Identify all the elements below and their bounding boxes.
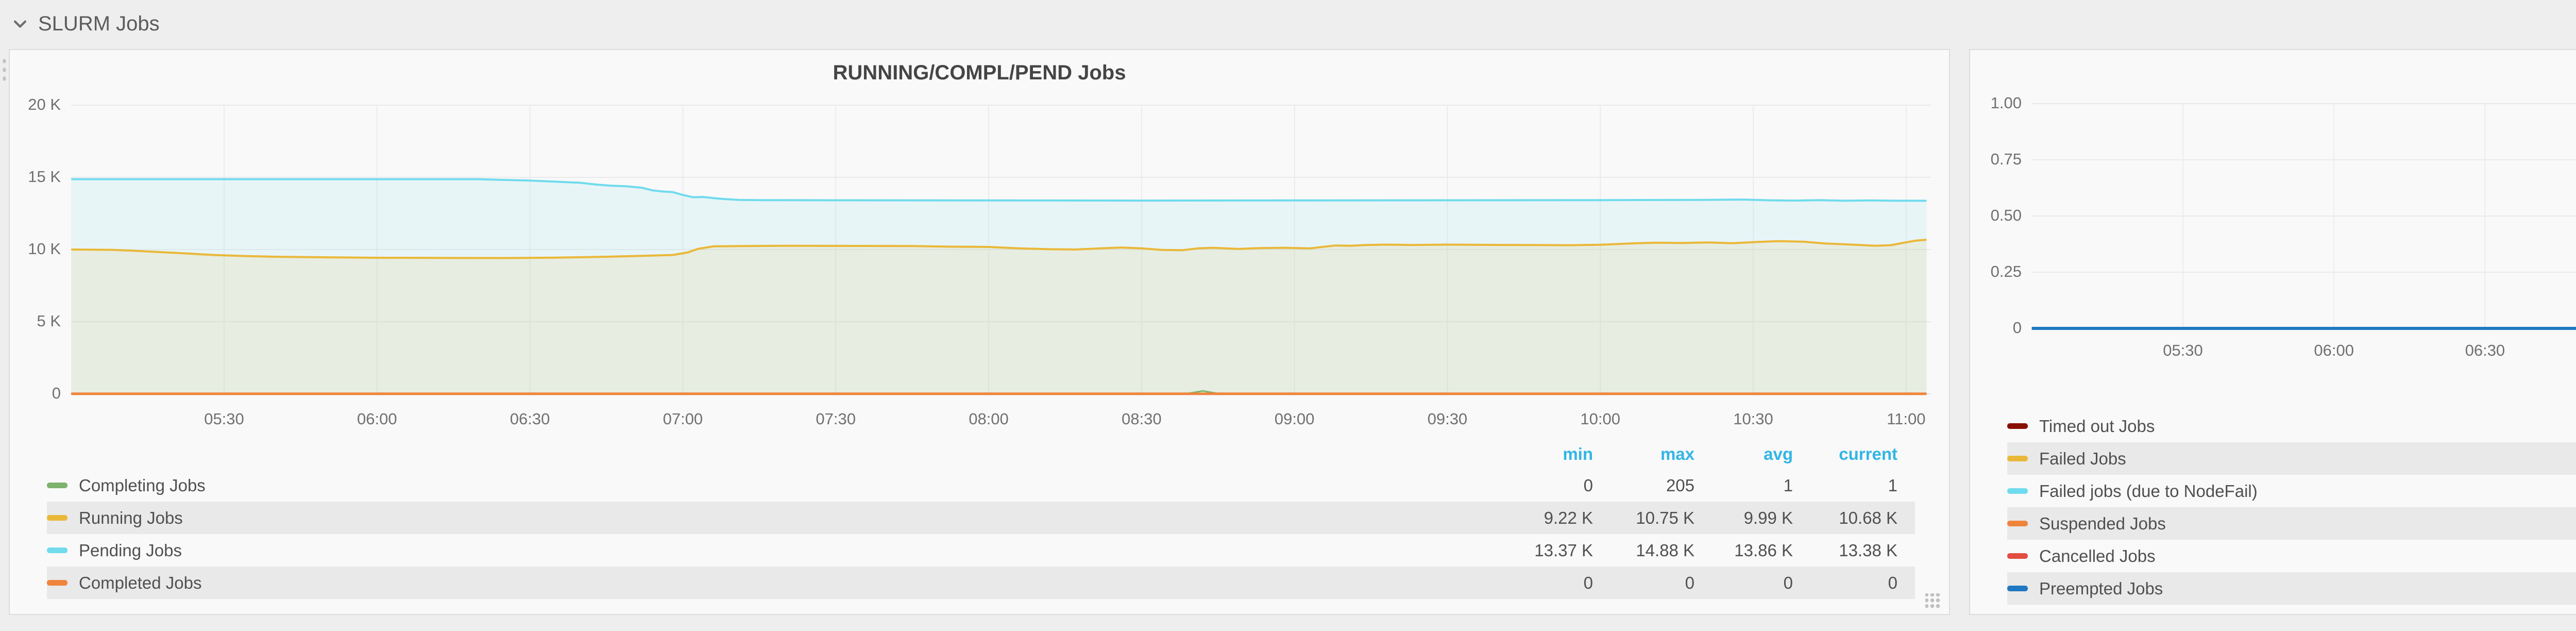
series-color-swatch-icon[interactable] — [2007, 521, 2028, 526]
legend-series-label[interactable]: Completed Jobs — [79, 573, 202, 592]
time-series-chart[interactable] — [10, 50, 1951, 616]
y-axis-tick-label: 1.00 — [1990, 94, 2022, 112]
legend-value-max: 14.88 K — [1636, 540, 1694, 560]
legend-series-label[interactable]: Cancelled Jobs — [2039, 546, 2156, 566]
legend-series-label[interactable]: Suspended Jobs — [2039, 513, 2166, 533]
x-axis-tick-label: 05:30 — [204, 410, 244, 428]
chevron-down-icon — [13, 20, 27, 28]
legend-value-min: 0 — [1583, 573, 1593, 592]
panel-title[interactable]: RUNNING/COMPL/PEND Jobs — [833, 61, 1126, 84]
legend-row: Completed Jobs 0 0 0 0 — [47, 567, 1915, 599]
legend-series-label[interactable]: Pending Jobs — [79, 540, 182, 560]
row-header-slurm-jobs[interactable]: SLURM Jobs — [11, 9, 160, 38]
legend-header-row: min max avg current — [47, 441, 1915, 468]
legend-value-current: 13.38 K — [1839, 540, 1897, 560]
x-axis-tick-label: 10:30 — [1733, 410, 1773, 428]
y-axis-tick-label: 0.25 — [1990, 262, 2022, 280]
y-axis-tick-label: 10 K — [28, 240, 61, 258]
series-color-swatch-icon[interactable] — [2007, 423, 2028, 429]
series-area — [71, 179, 1927, 394]
series-color-swatch-icon[interactable] — [2007, 488, 2028, 494]
legend-series-label[interactable]: Failed Jobs — [2039, 449, 2126, 468]
legend-sort-max[interactable]: max — [1660, 444, 1694, 463]
panel-resize-grip[interactable] — [1925, 593, 1941, 609]
series-color-swatch-icon[interactable] — [47, 483, 67, 488]
x-axis-tick-label: 07:00 — [663, 410, 703, 428]
series-color-swatch-icon[interactable] — [47, 547, 67, 553]
x-axis-tick-label: 09:30 — [1427, 410, 1468, 428]
y-axis-tick-label: 15 K — [28, 168, 61, 186]
x-axis-tick-label: 06:30 — [2465, 341, 2505, 359]
x-axis-tick-label: 06:30 — [510, 410, 550, 428]
legend-value-avg: 0 — [1783, 573, 1793, 592]
x-axis-tick-label: 05:30 — [2163, 341, 2203, 359]
y-axis-tick-label: 0 — [52, 384, 61, 402]
legend-sort-min[interactable]: min — [1563, 444, 1593, 463]
panel-running-compl-pend-jobs: RUNNING/COMPL/PEND Jobs 0 5 K 10 K 15 K 20 K… — [9, 49, 1950, 615]
x-axis-tick-label: 08:00 — [969, 410, 1009, 428]
series-color-swatch-icon[interactable] — [47, 580, 67, 586]
legend-value-current: 1 — [1888, 475, 1897, 495]
row-title: SLURM Jobs — [38, 12, 160, 35]
y-axis-tick-label: 5 K — [37, 312, 61, 330]
x-axis-tick-label: 09:00 — [1274, 410, 1315, 428]
legend-value-avg: 1 — [1783, 475, 1793, 495]
x-axis-tick-label: 06:00 — [2314, 341, 2354, 359]
legend-row: Pending Jobs 13.37 K 14.88 K 13.86 K 13.38 K — [47, 534, 1915, 567]
legend-series-label[interactable]: Running Jobs — [79, 508, 183, 527]
series-line — [71, 239, 1927, 259]
legend-row: Completing Jobs 0 205 1 1 — [47, 469, 1915, 502]
x-axis-tick-label: 10:00 — [1580, 410, 1620, 428]
y-axis-tick-label: 0.75 — [1990, 150, 2022, 168]
legend-value-current: 10.68 K — [1839, 508, 1897, 527]
legend-value-avg: 9.99 K — [1743, 508, 1793, 527]
legend-sort-avg[interactable]: avg — [1764, 444, 1793, 463]
time-series-chart[interactable] — [1970, 50, 2576, 616]
series-color-swatch-icon[interactable] — [2007, 553, 2028, 559]
x-axis-tick-label: 11:00 — [1887, 410, 1926, 428]
y-axis-tick-label: 0 — [2012, 319, 2022, 337]
legend-row: Running Jobs 9.22 K 10.75 K 9.99 K 10.68 K — [47, 502, 1915, 534]
legend-series-label[interactable]: Timed out Jobs — [2039, 416, 2155, 436]
x-axis-tick-label: 06:00 — [357, 410, 397, 428]
legend-value-max: 205 — [1666, 475, 1694, 495]
legend-series-label[interactable]: Completing Jobs — [79, 475, 206, 495]
legend-value-max: 10.75 K — [1636, 508, 1694, 527]
legend-value-max: 0 — [1685, 573, 1694, 592]
series-line — [71, 178, 1927, 202]
legend-value-min: 9.22 K — [1544, 508, 1593, 527]
series-area — [71, 240, 1927, 394]
panel-fail-susp-canc-preempt-timedout-jobs: FAIL/SUSP/CANC/PREEMPT/TIMEDOUT Jobs 00.… — [1969, 49, 2576, 615]
legend-value-current: 0 — [1888, 573, 1897, 592]
legend-sort-current[interactable]: current — [1839, 444, 1897, 463]
x-axis-tick-label: 07:30 — [816, 410, 856, 428]
legend-series-label[interactable]: Preempted Jobs — [2039, 578, 2163, 598]
series-color-swatch-icon[interactable] — [2007, 456, 2028, 461]
y-axis-tick-label: 20 K — [28, 95, 61, 113]
y-axis-tick-label: 0.50 — [1990, 206, 2022, 224]
legend-value-min: 0 — [1583, 475, 1593, 495]
legend-value-avg: 13.86 K — [1734, 540, 1793, 560]
series-color-swatch-icon[interactable] — [47, 515, 67, 521]
series-color-swatch-icon[interactable] — [2007, 586, 2028, 591]
legend-series-label[interactable]: Failed jobs (due to NodeFail) — [2039, 481, 2258, 501]
legend-value-min: 13.37 K — [1534, 540, 1593, 560]
x-axis-tick-label: 08:30 — [1122, 410, 1162, 428]
